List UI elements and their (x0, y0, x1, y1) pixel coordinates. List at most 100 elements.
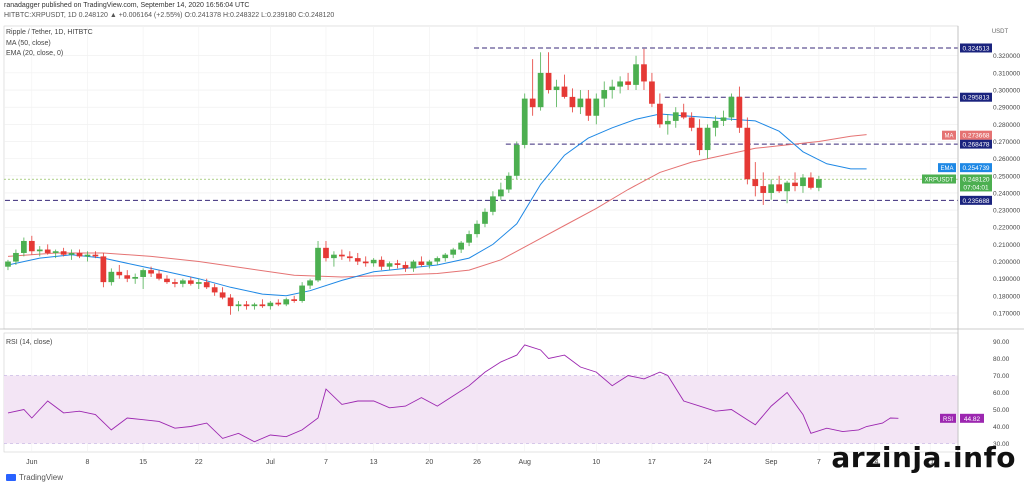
series-tag-badge (942, 130, 956, 140)
tradingview-logo-icon (6, 474, 16, 481)
time-tick-label: 13 (370, 459, 378, 466)
candle-body (800, 177, 806, 187)
candle-body (728, 96, 735, 118)
candle-body (672, 112, 679, 121)
candle-body (641, 64, 647, 82)
series-tag-name: XRPUSDT (925, 178, 954, 184)
time-tick-label: 20 (425, 459, 433, 466)
price-tick-label: 0.200000 (993, 259, 1020, 266)
price-tag-label: 0.273668 (962, 133, 989, 140)
candle-body (283, 299, 290, 305)
candle-body (227, 297, 234, 307)
symbol-line: HITBTC:XRPUSDT, 1D 0.248120 ▲ +0.006164 … (4, 12, 335, 19)
candle-body (156, 273, 162, 279)
candle-body (299, 285, 305, 301)
candle-body (505, 175, 512, 190)
level-tag (960, 139, 992, 149)
candle-body (450, 249, 457, 255)
price-tag-label: 0.254739 (962, 165, 989, 172)
level-tag-label: 0.268478 (962, 142, 989, 149)
rsi-tick-label: 40.00 (993, 424, 1010, 431)
rsi-tick-label: 90.00 (993, 339, 1010, 346)
candle-body (44, 249, 51, 253)
candle-body (760, 186, 767, 193)
candle-body (593, 98, 600, 116)
candle-body (92, 254, 99, 257)
candle-body (633, 64, 639, 85)
price-tick-label: 0.300000 (993, 88, 1020, 95)
time-tick-label: 26 (473, 459, 481, 466)
candle-body (211, 287, 218, 293)
currency-label: USDT (992, 29, 1009, 35)
candle-body (52, 251, 59, 253)
candle-body (513, 144, 520, 176)
candle-body (585, 98, 592, 116)
price-pane (3, 25, 959, 330)
price-tick-label: 0.280000 (993, 122, 1020, 129)
candle-body (664, 120, 671, 125)
price-tag (960, 182, 992, 192)
candle-body (792, 182, 798, 187)
candle-body (768, 184, 775, 193)
time-tick-label: 15 (139, 459, 147, 466)
candle-body (323, 247, 329, 259)
candle-body (180, 280, 186, 284)
candle-body (609, 86, 616, 91)
price-tag (960, 163, 992, 173)
candle-body (148, 270, 154, 274)
candle-body (808, 177, 814, 188)
rsi-tick-label: 60.00 (993, 390, 1010, 397)
candle-body (5, 261, 11, 267)
candle-body (680, 112, 687, 118)
price-tick-label: 0.290000 (993, 105, 1020, 112)
chart-title: Ripple / Tether, 1D, HITBTC (6, 29, 93, 36)
rsi-value-label: 44.82 (964, 416, 981, 423)
candle-body (187, 280, 194, 284)
candle-body (172, 282, 178, 284)
candle-body (13, 252, 19, 262)
price-tag-label: 07:04:01 (963, 184, 989, 191)
candle-body (132, 276, 139, 279)
candle-body (203, 282, 210, 288)
candle-body (251, 304, 258, 307)
price-tick-label: 0.220000 (993, 225, 1020, 232)
series-tag-name: MA (945, 134, 954, 140)
rsi-tick-label: 30.00 (993, 441, 1010, 448)
candle-body (688, 117, 695, 128)
candle-body (601, 90, 608, 99)
ma50-line (7, 134, 867, 278)
candle-body (346, 256, 353, 259)
price-tick-label: 0.310000 (993, 70, 1020, 77)
candle-body (418, 261, 425, 265)
candle-body (68, 252, 75, 255)
candle-body (108, 271, 115, 283)
candle-body (362, 261, 369, 264)
time-tick-label: Jun (26, 459, 37, 466)
ma-legend: MA (50, close) (6, 40, 51, 47)
rsi-legend: RSI (14, close) (6, 339, 53, 346)
candle-body (140, 270, 146, 277)
candle-body (76, 252, 83, 257)
candle-body (21, 240, 27, 253)
time-tick-label: 21 (926, 459, 934, 466)
candle-body (354, 258, 361, 262)
level-tag (960, 195, 992, 205)
price-tick-label: 0.180000 (993, 293, 1020, 300)
candle-body (490, 196, 496, 212)
tradingview-brand[interactable]: TradingView (6, 473, 63, 482)
price-tick-label: 0.210000 (993, 242, 1020, 249)
time-tick-label: Jul (266, 459, 275, 466)
price-tag (960, 174, 992, 184)
rsi-tick-label: 50.00 (993, 407, 1010, 414)
candle-body (736, 96, 743, 128)
time-tick-label: Sep (765, 459, 778, 466)
candle-body (402, 264, 409, 269)
price-tick-label: 0.260000 (993, 156, 1020, 163)
time-tick-label: 7 (817, 459, 821, 466)
candle-body (339, 254, 345, 257)
rsi-value-tag (960, 413, 984, 423)
candle-body (577, 98, 584, 108)
level-tag-label: 0.295813 (962, 95, 989, 102)
rsi-tick-label: 70.00 (993, 373, 1010, 380)
